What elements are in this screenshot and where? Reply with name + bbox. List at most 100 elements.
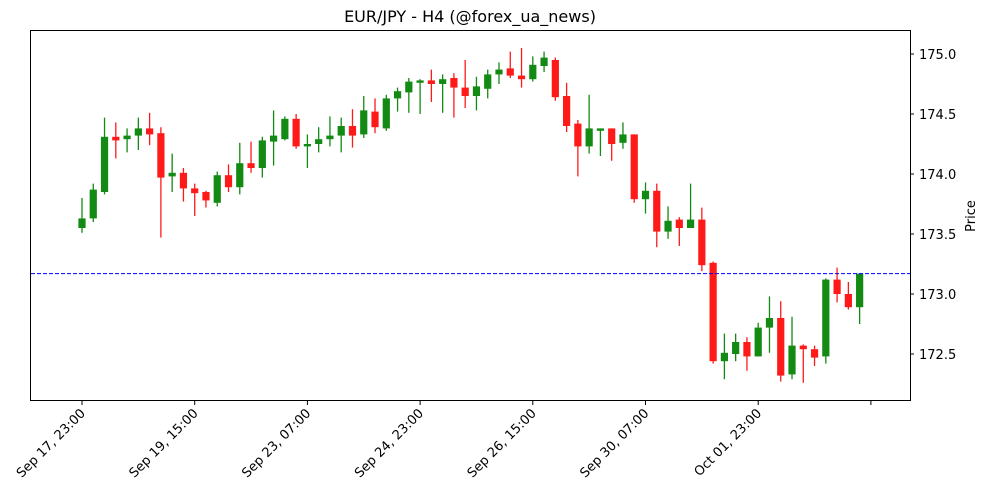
candle-body: [258, 140, 266, 168]
candle: [213, 171, 221, 207]
candle: [100, 117, 109, 195]
candle: [292, 114, 300, 149]
candle-body: [810, 349, 819, 358]
candle: [191, 183, 199, 216]
candle-body: [732, 342, 740, 354]
candles-layer: [78, 48, 864, 383]
candle: [393, 87, 402, 112]
candle-body: [608, 128, 616, 144]
candle: [777, 301, 785, 382]
candle: [664, 206, 672, 239]
candle-body: [315, 139, 323, 144]
candle: [224, 164, 233, 192]
candle: [269, 110, 278, 166]
candle: [371, 98, 379, 134]
candle-body: [202, 192, 210, 201]
candle: [461, 60, 469, 108]
candle-body: [619, 134, 627, 143]
candle: [517, 48, 526, 88]
candle: [810, 345, 819, 366]
candle-body: [686, 219, 695, 228]
candle: [146, 112, 154, 146]
x-tick-label: Sep 17, 23:00: [14, 406, 89, 481]
candle: [427, 69, 435, 102]
candle-body: [393, 91, 402, 99]
candle: [382, 94, 390, 131]
candle: [833, 267, 841, 303]
candle-body: [112, 136, 120, 141]
y-axis: 172.5 173.0 173.5 174.0 174.5 175.0: [910, 48, 956, 363]
candle: [799, 344, 807, 383]
candle: [720, 333, 728, 380]
candle: [506, 51, 514, 78]
candle-body: [698, 219, 706, 266]
candle-body: [360, 110, 368, 135]
candle: [563, 82, 571, 132]
candle: [754, 322, 762, 357]
candle-body: [822, 279, 830, 357]
candle: [202, 190, 210, 208]
candle-body: [179, 172, 188, 189]
candle-body: [89, 189, 97, 219]
candle-body: [743, 342, 751, 357]
candle-body: [720, 352, 728, 362]
candle: [303, 134, 311, 168]
candle: [743, 337, 751, 371]
y-tick-label: 174.0: [919, 168, 956, 183]
candle-body: [100, 136, 109, 192]
y-tick-label: 172.5: [919, 348, 956, 363]
candle: [179, 168, 188, 202]
candle: [641, 182, 650, 214]
candle-body: [427, 80, 435, 84]
candle-body: [506, 68, 514, 76]
candle: [134, 117, 142, 150]
candle: [89, 183, 97, 222]
candle-body: [247, 163, 255, 168]
candle: [258, 136, 266, 178]
candle: [686, 183, 695, 228]
candle: [450, 73, 458, 118]
candle: [675, 217, 683, 246]
candle: [439, 74, 447, 113]
candle-body: [236, 163, 244, 188]
candle: [337, 117, 345, 153]
candle-body: [540, 57, 548, 66]
candle-body: [574, 123, 582, 147]
candle-body: [213, 175, 221, 203]
candle-body: [777, 318, 785, 376]
candle-body: [405, 81, 413, 93]
candle-body: [326, 135, 334, 140]
candle-body: [517, 75, 526, 80]
candle-body: [664, 220, 672, 232]
candle: [608, 128, 616, 161]
candle-body: [191, 188, 199, 194]
candle-body: [146, 128, 154, 135]
candle-body: [844, 294, 852, 308]
candle: [709, 261, 717, 364]
candle: [247, 141, 255, 173]
candle-body: [337, 126, 345, 136]
x-tick-label: Sep 26, 15:00: [465, 406, 540, 481]
candle-body: [495, 69, 503, 75]
candle: [540, 51, 548, 72]
x-tick-label: Sep 24, 23:00: [352, 406, 427, 481]
candle-body: [123, 135, 131, 140]
candle: [78, 198, 86, 233]
x-tick-label: Sep 23, 07:00: [239, 406, 314, 481]
candle: [822, 278, 830, 364]
candle-body: [269, 135, 278, 142]
candle: [619, 122, 627, 149]
candle: [495, 62, 503, 84]
candle: [630, 134, 638, 203]
y-tick-label: 173.5: [919, 228, 956, 243]
candle: [653, 183, 661, 248]
candle-body: [754, 327, 762, 357]
candle: [551, 57, 559, 101]
candle-body: [653, 190, 661, 232]
y-axis-label: Price: [964, 200, 979, 232]
candle-body: [168, 172, 176, 177]
candle: [788, 316, 796, 380]
candle: [315, 127, 323, 153]
